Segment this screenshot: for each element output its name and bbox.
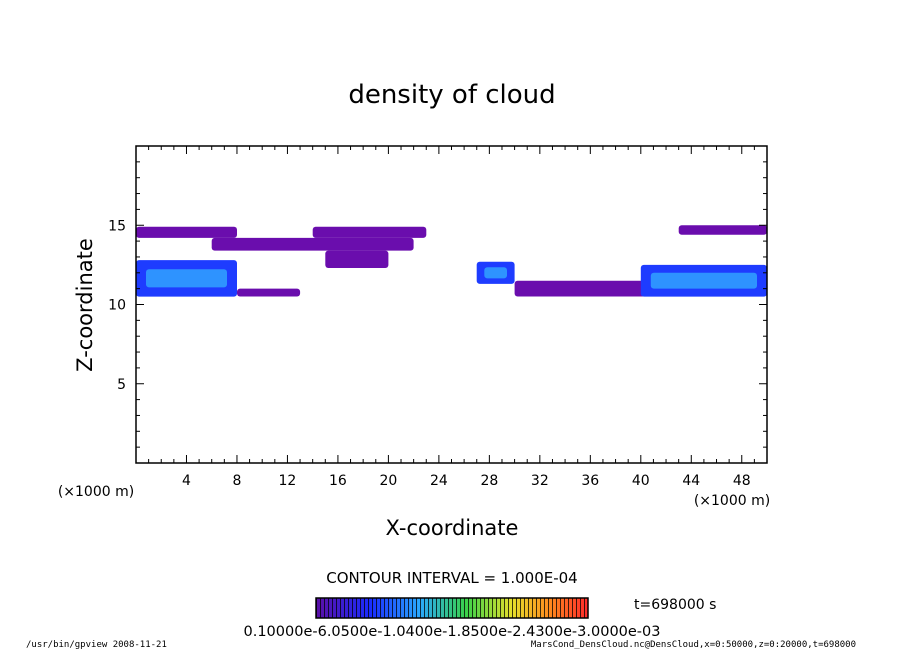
x-tick-label: 20 bbox=[379, 473, 397, 489]
colorbar-labels: 0.10000e-6.0500e-1.0400e-1.8500e-2.4300e… bbox=[243, 624, 660, 640]
x-axis-unit-right: (×1000 m) bbox=[694, 493, 770, 509]
x-tick-label: 32 bbox=[531, 473, 549, 489]
x-tick-label: 36 bbox=[581, 473, 599, 489]
cloud-region bbox=[325, 250, 389, 268]
chart-title: density of cloud bbox=[348, 80, 555, 110]
y-tick-label: 5 bbox=[117, 377, 126, 393]
x-tick-label: 24 bbox=[430, 473, 448, 489]
heatmap-layer bbox=[136, 225, 767, 297]
x-tick-label: 4 bbox=[182, 473, 191, 489]
y-tick-label: 10 bbox=[108, 298, 126, 314]
x-tick-label: 8 bbox=[232, 473, 241, 489]
y-axis-label: Z-coordinate bbox=[73, 238, 97, 372]
x-tick-label: 40 bbox=[632, 473, 650, 489]
x-tick-label: 48 bbox=[733, 473, 751, 489]
x-axis-unit-left: (×1000 m) bbox=[58, 484, 134, 500]
y-axis-ticks: 5 10 15 bbox=[108, 161, 767, 448]
cloud-region bbox=[312, 226, 427, 238]
footer-command: /usr/bin/gpview 2008-11-21 bbox=[26, 640, 167, 650]
cloud-core bbox=[146, 269, 227, 288]
cloud-region bbox=[136, 226, 237, 238]
colorbar-stripes bbox=[316, 598, 588, 618]
cloud-core bbox=[650, 272, 757, 289]
x-axis-ticks: 4 8 12 16 20 24 28 32 36 40 44 48 bbox=[148, 146, 755, 489]
x-axis-label: X-coordinate bbox=[386, 516, 519, 540]
chart-canvas: density of cloud 4 8 12 16 20 24 28 32 36 40 44 48 … bbox=[58, 80, 770, 640]
time-label: t=698000 s bbox=[634, 597, 716, 613]
y-tick-label: 15 bbox=[108, 218, 126, 234]
plot-frame bbox=[135, 145, 768, 464]
contour-interval: CONTOUR INTERVAL = 1.000E-04 bbox=[326, 569, 577, 587]
x-tick-label: 28 bbox=[480, 473, 498, 489]
cloud-region bbox=[237, 288, 301, 297]
x-tick-label: 16 bbox=[329, 473, 347, 489]
cloud-region bbox=[514, 280, 654, 297]
cloud-core bbox=[484, 267, 507, 279]
colorbar bbox=[315, 597, 589, 619]
cloud-region bbox=[678, 225, 767, 235]
cloud-region bbox=[211, 237, 414, 251]
x-tick-label: 12 bbox=[279, 473, 297, 489]
x-tick-label: 44 bbox=[682, 473, 700, 489]
colorbar-frame bbox=[315, 597, 589, 619]
footer-source: MarsCond_DensCloud.nc@DensCloud,x=0:5000… bbox=[530, 640, 856, 650]
